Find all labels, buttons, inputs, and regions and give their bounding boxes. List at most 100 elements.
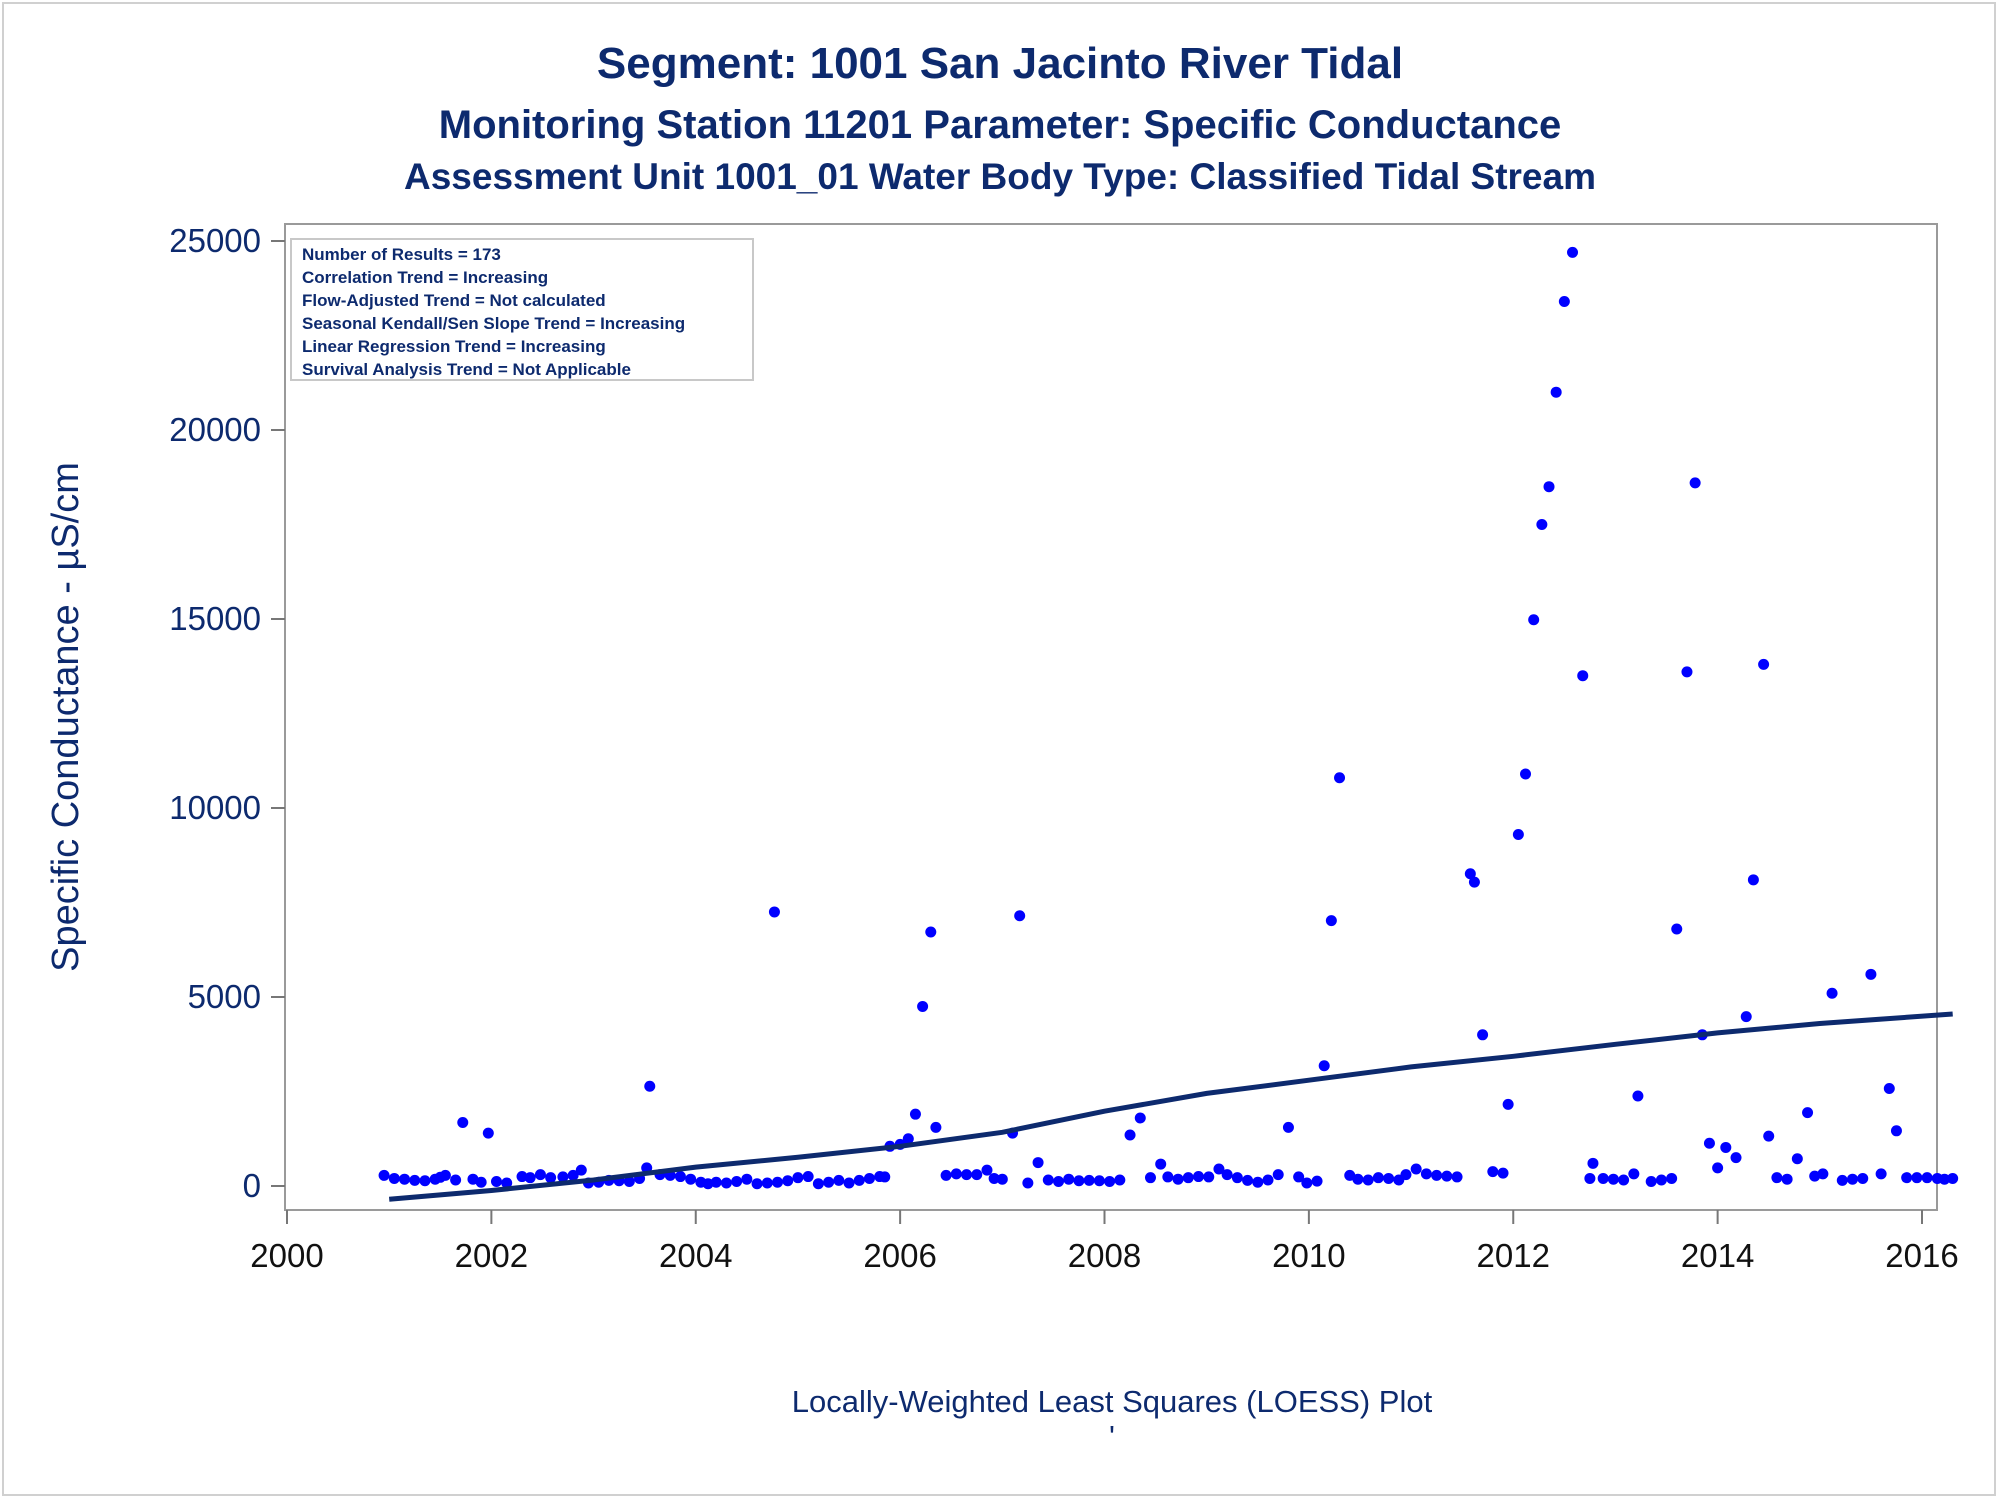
data-point <box>961 1169 973 1181</box>
data-point <box>1607 1173 1619 1185</box>
trend-summary-box: Number of Results = 173 Correlation Tren… <box>290 238 754 381</box>
trend-summary-frame <box>290 238 754 381</box>
y-tick-label: 15000 <box>169 600 261 637</box>
data-point <box>1758 658 1770 670</box>
data-point <box>1567 246 1579 258</box>
data-point <box>575 1164 587 1176</box>
data-point <box>812 1178 824 1190</box>
data-point <box>1802 1107 1814 1119</box>
y-tick-label: 25000 <box>169 222 261 259</box>
data-point <box>1875 1168 1887 1180</box>
data-point <box>702 1178 714 1190</box>
data-point <box>1242 1174 1254 1186</box>
data-point <box>644 1080 656 1092</box>
x-axis: 2000 2002 2004 2006 2008 2010 2012 2014 2016 <box>250 1210 1959 1274</box>
y-axis-label: Specific Conductance - µS/cm <box>45 462 87 972</box>
data-point <box>1791 1153 1803 1165</box>
data-point <box>1497 1167 1509 1179</box>
data-points <box>378 246 1959 1190</box>
data-point <box>1063 1173 1075 1185</box>
data-point <box>1325 915 1337 927</box>
data-point <box>1464 868 1476 880</box>
data-point <box>623 1175 635 1187</box>
chart-subtitle: Monitoring Station 11201 Parameter: Spec… <box>439 103 1562 147</box>
x-tick-label: 2014 <box>1681 1237 1754 1274</box>
data-point <box>1431 1169 1443 1181</box>
data-point <box>545 1172 557 1184</box>
data-point <box>1817 1168 1829 1180</box>
data-point <box>1083 1174 1095 1186</box>
data-point <box>567 1169 579 1181</box>
data-point <box>930 1121 942 1133</box>
data-point <box>802 1171 814 1183</box>
data-point <box>1172 1173 1184 1185</box>
loess-trend-line <box>388 1011 1953 1202</box>
x-tick-label: 2012 <box>1477 1237 1550 1274</box>
data-point <box>1502 1098 1514 1110</box>
data-point <box>1311 1175 1323 1187</box>
summary-line-linear-regression-trend: Linear Regression Trend = Increasing <box>302 337 606 356</box>
data-point <box>940 1169 952 1181</box>
data-point <box>925 926 937 938</box>
data-point <box>1543 481 1555 493</box>
data-point <box>1372 1172 1384 1184</box>
data-point <box>1747 874 1759 886</box>
chart-title: Segment: 1001 San Jacinto River Tidal <box>597 39 1403 88</box>
data-point <box>768 906 780 918</box>
data-point <box>1451 1171 1463 1183</box>
data-point <box>1262 1174 1274 1186</box>
data-point <box>1032 1157 1044 1169</box>
data-point <box>782 1175 794 1187</box>
data-point <box>1468 876 1480 888</box>
data-point <box>1221 1169 1233 1181</box>
data-point <box>378 1169 390 1181</box>
data-point <box>482 1127 494 1139</box>
data-point <box>1134 1112 1146 1124</box>
data-point <box>1781 1173 1793 1185</box>
data-point <box>1740 1011 1752 1023</box>
y-tick-label: 5000 <box>188 978 261 1015</box>
data-point <box>1763 1130 1775 1142</box>
data-point <box>1441 1170 1453 1182</box>
data-point <box>450 1174 462 1186</box>
data-point <box>1597 1172 1609 1184</box>
y-tick-label: 0 <box>243 1167 261 1204</box>
data-point <box>1334 772 1346 784</box>
data-point <box>1689 477 1701 489</box>
data-point <box>1213 1163 1225 1175</box>
data-point <box>1477 1029 1489 1041</box>
data-point <box>1847 1173 1859 1185</box>
data-point <box>1865 968 1877 980</box>
data-point <box>1252 1176 1264 1188</box>
data-point <box>524 1172 536 1184</box>
data-point <box>1318 1060 1330 1072</box>
data-point <box>917 1000 929 1012</box>
summary-line-survival-analysis-trend: Survival Analysis Trend = Not Applicable <box>302 360 631 379</box>
data-point <box>772 1176 783 1188</box>
data-point <box>1681 666 1693 678</box>
summary-line-number-of-results: Number of Results = 173 <box>302 245 501 264</box>
data-point <box>516 1171 528 1183</box>
footnote: Locally-Weighted Least Squares (LOESS) P… <box>792 1384 1433 1419</box>
data-point <box>792 1172 804 1184</box>
data-point <box>1400 1169 1412 1181</box>
data-point <box>1536 519 1548 530</box>
data-point <box>1618 1174 1630 1186</box>
data-point <box>557 1171 569 1183</box>
data-point <box>902 1133 914 1145</box>
data-point <box>1655 1174 1667 1186</box>
data-point <box>1162 1171 1174 1183</box>
data-point <box>761 1177 773 1189</box>
data-point <box>863 1172 875 1184</box>
data-point <box>1938 1173 1950 1185</box>
data-point <box>720 1177 732 1189</box>
data-point <box>419 1175 431 1187</box>
data-point <box>909 1108 921 1120</box>
data-point <box>534 1169 546 1181</box>
x-tick-label: 2006 <box>863 1237 936 1274</box>
data-point <box>434 1171 446 1183</box>
data-point <box>457 1116 469 1128</box>
data-point <box>1712 1162 1724 1174</box>
y-tick-label: 20000 <box>169 411 261 448</box>
